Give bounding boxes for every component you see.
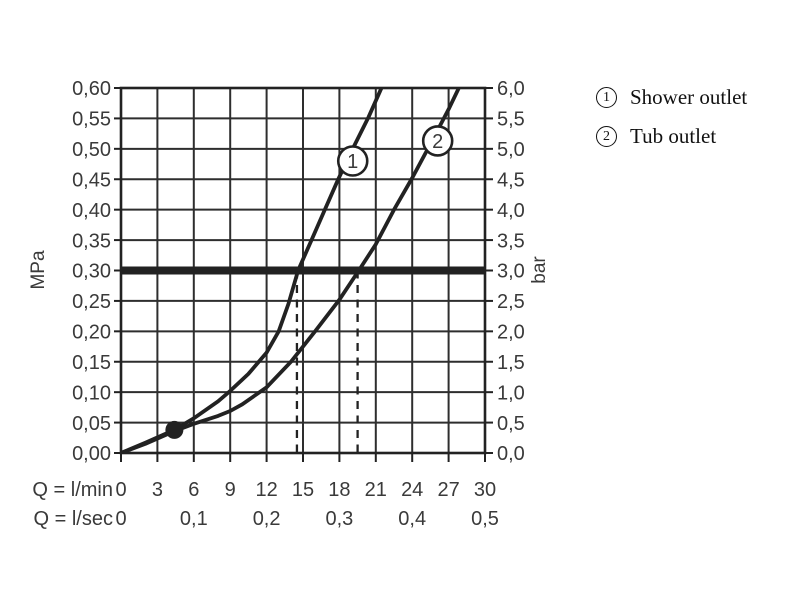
- legend-label-shower-outlet: Shower outlet: [630, 85, 748, 109]
- legend-symbol-1-icon: 1: [596, 87, 617, 108]
- y-left-tick-label: 0,10: [72, 382, 111, 404]
- legend-item-shower-outlet: 1 Shower outlet: [596, 85, 747, 110]
- y-left-tick-label: 0,05: [72, 413, 111, 435]
- x-tick-label-lsec: 0,4: [398, 508, 426, 530]
- legend-item-tub-outlet: 2 Tub outlet: [596, 124, 747, 149]
- y-right-tick-label: 5,0: [497, 139, 525, 161]
- y-left-tick-label: 0,40: [72, 200, 111, 222]
- y-left-tick-label: 0,55: [72, 109, 111, 131]
- y-left-tick-label: 0,20: [72, 322, 111, 344]
- x-tick-label-lmin: 21: [365, 479, 387, 501]
- curve-tub-outlet: [121, 88, 461, 453]
- y-right-tick-label: 2,5: [497, 291, 525, 313]
- y-left-tick-label: 0,25: [72, 291, 111, 313]
- y-right-tick-label: 6,0: [497, 78, 525, 100]
- x-tick-label-lmin: 24: [401, 479, 423, 501]
- y-right-tick-label: 4,5: [497, 169, 525, 191]
- curve-marker-number-2: 2: [432, 131, 443, 153]
- y-right-tick-label: 3,5: [497, 230, 525, 252]
- x-tick-label-lsec: 0,2: [253, 508, 281, 530]
- x-tick-label-lmin: 27: [437, 479, 459, 501]
- y-left-tick-label: 0,15: [72, 352, 111, 374]
- x-tick-label-lmin: 30: [474, 479, 496, 501]
- y-right-tick-label: 1,5: [497, 352, 525, 374]
- y-right-tick-label: 0,0: [497, 443, 525, 465]
- x-tick-label-lmin: 9: [225, 479, 236, 501]
- y-left-tick-label: 0,35: [72, 230, 111, 252]
- y-left-tick-label: 0,30: [72, 261, 111, 283]
- x-tick-label-lmin: 3: [152, 479, 163, 501]
- y-left-tick-label: 0,00: [72, 443, 111, 465]
- y-left-tick-label: 0,45: [72, 169, 111, 191]
- y-right-tick-label: 5,5: [497, 109, 525, 131]
- minimum-flow-dot: [165, 420, 184, 439]
- y-right-tick-label: 3,0: [497, 261, 525, 283]
- y-left-tick-label: 0,50: [72, 139, 111, 161]
- curve-marker-circle-1: [336, 145, 369, 177]
- y-right-tick-label: 2,0: [497, 322, 525, 344]
- x-axis-label-lmin: Q = l/min: [32, 479, 113, 501]
- x-tick-label-lmin: 15: [292, 479, 314, 501]
- x-tick-label-lmin: 6: [188, 479, 199, 501]
- legend-symbol-2-icon: 2: [596, 126, 617, 147]
- x-tick-label-lsec: 0: [115, 508, 126, 530]
- x-tick-label-lmin: 0: [115, 479, 126, 501]
- legend: 1 Shower outlet 2 Tub outlet: [596, 85, 747, 149]
- y-left-axis-unit: MPa: [28, 250, 49, 290]
- curve-marker-circle-2: [421, 125, 454, 157]
- curve-marker-number-1: 1: [347, 151, 358, 173]
- x-tick-label-lmin: 18: [328, 479, 350, 501]
- x-tick-label-lsec: 0,1: [180, 508, 208, 530]
- y-right-axis-unit: bar: [529, 256, 550, 284]
- x-axis-label-lsec: Q = l/sec: [34, 508, 113, 530]
- y-left-tick-label: 0,60: [72, 78, 111, 100]
- x-tick-label-lsec: 0,3: [325, 508, 353, 530]
- x-tick-label-lsec: 0,5: [471, 508, 499, 530]
- y-right-tick-label: 0,5: [497, 413, 525, 435]
- legend-label-tub-outlet: Tub outlet: [630, 124, 717, 148]
- y-right-tick-label: 1,0: [497, 382, 525, 404]
- x-tick-label-lmin: 12: [255, 479, 277, 501]
- y-right-tick-label: 4,0: [497, 200, 525, 222]
